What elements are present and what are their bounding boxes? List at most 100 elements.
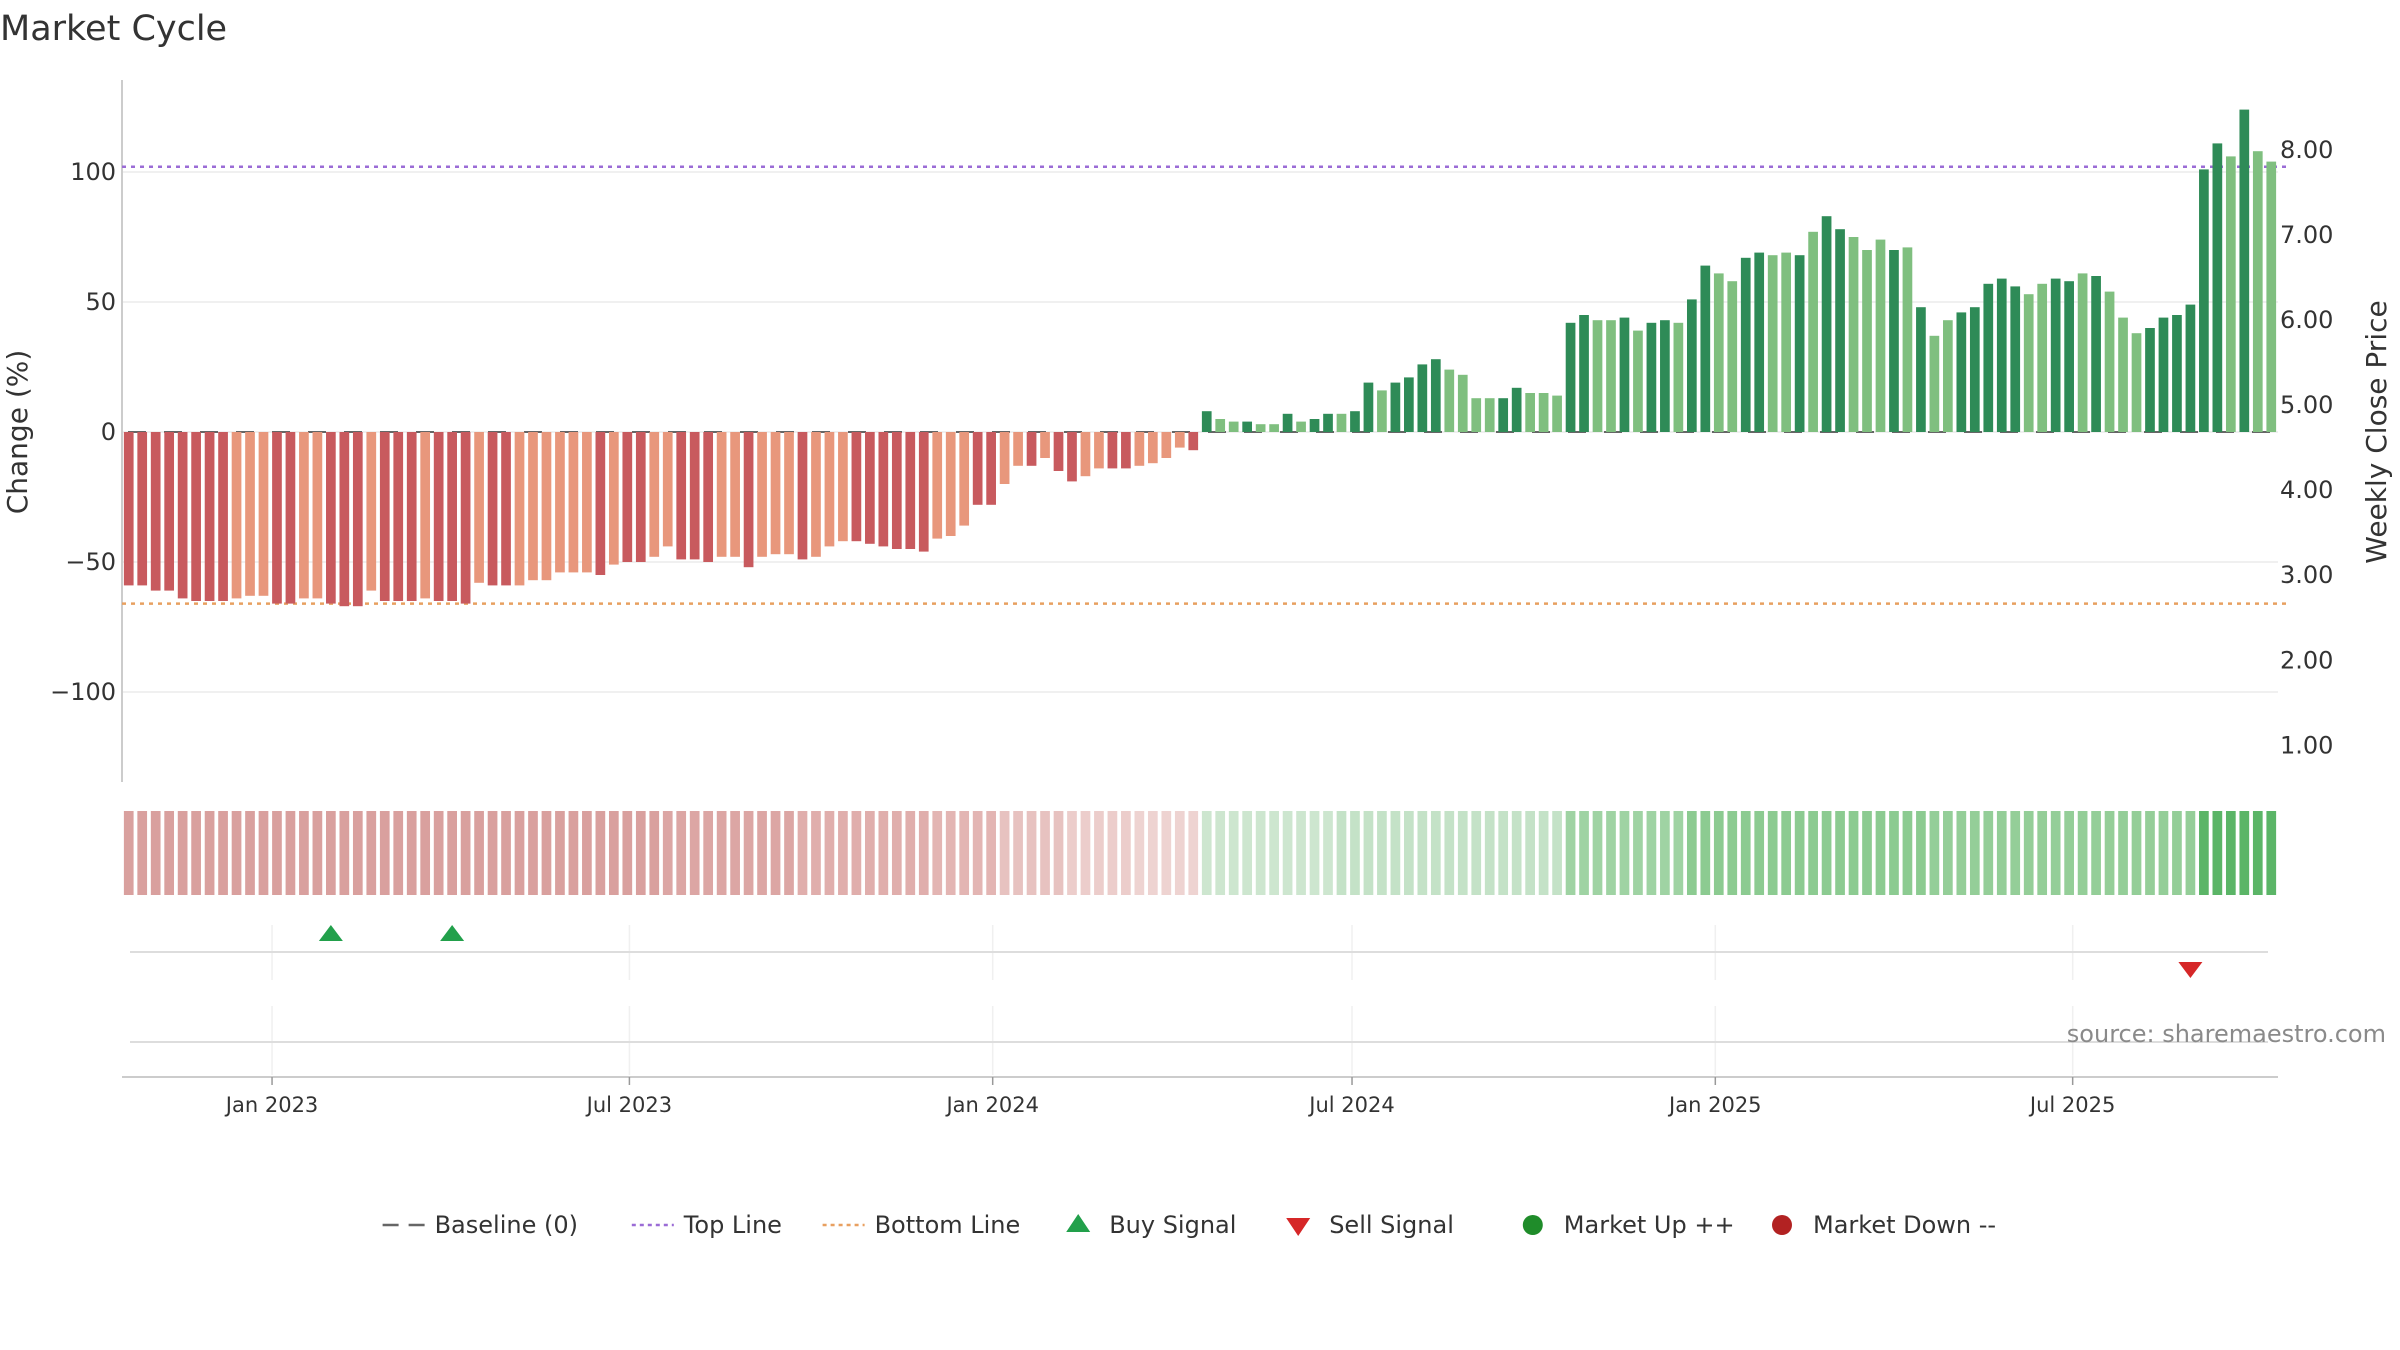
cycle-cell <box>177 811 188 895</box>
bar <box>1067 432 1077 482</box>
bar <box>1862 250 1872 432</box>
y-tick-label: 100 <box>70 158 116 186</box>
bar <box>1323 413 1333 432</box>
cycle-cell <box>1565 811 1576 895</box>
bar <box>1983 283 1994 432</box>
cycle-cell <box>420 811 431 895</box>
legend: Baseline (0) Top Line Bottom Line Buy Signa… <box>382 1211 1996 1239</box>
bar <box>326 432 336 604</box>
y-tick-label: 50 <box>85 288 116 316</box>
cycle-cell <box>1269 811 1279 895</box>
bar <box>918 432 929 552</box>
x-axis: Jan 2023 Jul 2023 Jan 2024 Jul 2024 Jan 2025… <box>122 1076 2278 1117</box>
cycle-cell <box>891 811 902 895</box>
legend-symbol-circle <box>1522 1215 1543 1235</box>
bar <box>191 432 201 601</box>
bar <box>608 432 619 565</box>
bar <box>1781 252 1792 432</box>
legend-symbol-buy <box>1066 1214 1091 1232</box>
bar <box>1835 229 1845 432</box>
legend-item: Sell Signal <box>1286 1211 1454 1239</box>
cycle-cell <box>1633 811 1643 895</box>
bar <box>1471 398 1482 432</box>
bar <box>999 432 1010 484</box>
bar <box>1660 320 1670 432</box>
cycle-cell <box>1147 811 1158 895</box>
bars-layer <box>123 109 2277 607</box>
cycle-cell <box>1767 811 1778 895</box>
source-text: source: sharemaestro.com <box>2067 1020 2386 1048</box>
cycle-cell <box>1363 811 1374 895</box>
x-tick-label: Jul 2024 <box>1307 1093 1394 1117</box>
bar <box>865 432 875 544</box>
cycle-cell <box>1700 811 1711 895</box>
bar <box>770 432 781 555</box>
cycle-cell <box>1404 811 1414 895</box>
cycle-cell <box>2158 811 2169 895</box>
bar <box>635 432 646 562</box>
sell-signal-marker <box>2178 962 2203 978</box>
cycle-cell <box>635 811 646 895</box>
cycle-cell <box>851 811 862 895</box>
cycle-cell <box>1040 811 1050 895</box>
bar <box>2050 278 2061 432</box>
bar <box>1457 374 1468 432</box>
bar <box>1673 322 1684 432</box>
x-tick-label: Jan 2025 <box>1667 1093 1762 1117</box>
cycle-cell <box>218 811 228 895</box>
cycle-cell <box>568 811 579 895</box>
bar <box>1686 299 1697 432</box>
cycle-cell <box>1296 811 1306 895</box>
cycle-cell <box>2145 811 2155 895</box>
cycle-cell <box>1417 811 1428 895</box>
cycle-cell <box>352 811 363 895</box>
cycle-cell <box>878 811 889 895</box>
bar <box>379 432 390 601</box>
cycle-cell <box>959 811 970 895</box>
bar <box>1201 411 1212 432</box>
legend-label: Bottom Line <box>875 1211 1021 1239</box>
cycle-cell <box>811 811 821 895</box>
bar <box>137 432 148 586</box>
y2-tick-label: 4.00 <box>2280 476 2333 504</box>
cycle-cell <box>1781 811 1792 895</box>
cycle-cell <box>137 811 148 895</box>
cycle-cell <box>945 811 956 895</box>
cycle-cell <box>1983 811 1994 895</box>
bar <box>1794 255 1805 432</box>
cycle-cell <box>231 811 242 895</box>
cycle-cell <box>123 811 134 895</box>
bar <box>1996 278 2007 432</box>
cycle-cell <box>285 811 296 895</box>
bar <box>433 432 444 601</box>
bar <box>1188 432 1199 451</box>
bar <box>1619 317 1630 432</box>
x-tick-label: Jul 2023 <box>585 1093 672 1117</box>
cycle-cell <box>1740 811 1751 895</box>
cycle-cell <box>1134 811 1145 895</box>
cycle-cell <box>770 811 781 895</box>
bar <box>757 432 767 557</box>
cycle-band <box>123 811 2277 895</box>
bar <box>1336 413 1347 432</box>
bar <box>851 432 862 542</box>
bar <box>1174 432 1185 448</box>
bar <box>231 432 242 599</box>
cycle-cell <box>1889 811 1899 895</box>
cycle-cell <box>1174 811 1185 895</box>
cycle-cell <box>2050 811 2061 895</box>
cycle-cell <box>1228 811 1239 895</box>
cycle-cell <box>608 811 619 895</box>
bar <box>1740 257 1751 432</box>
cycle-cell <box>1956 811 1967 895</box>
bar <box>2252 151 2263 432</box>
cycle-cell <box>1606 811 1616 895</box>
cycle-cell <box>689 811 700 895</box>
bar <box>555 432 565 573</box>
cycle-cell <box>1067 811 1077 895</box>
bar <box>2239 109 2250 432</box>
cycle-cell <box>1673 811 1684 895</box>
cycle-cell <box>2091 811 2101 895</box>
x-tick-label: Jan 2023 <box>224 1093 319 1117</box>
cycle-cell <box>1471 811 1482 895</box>
